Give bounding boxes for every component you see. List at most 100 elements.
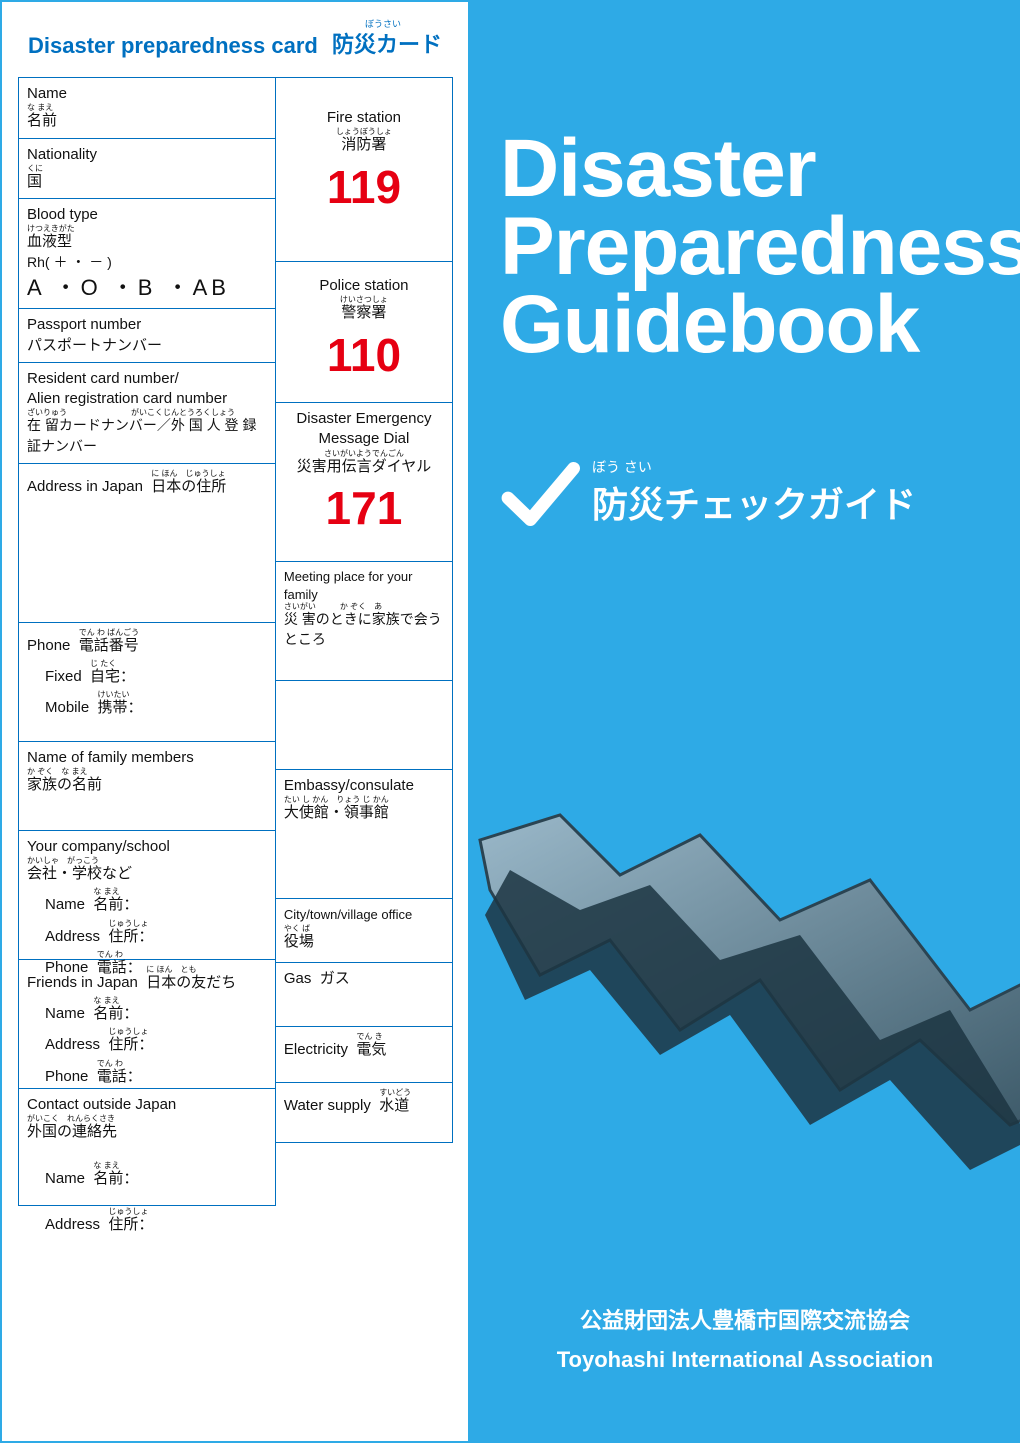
card-panel: Disaster preparedness card ぼうさい 防災カード Na… [0,0,470,1443]
fld-name-en: Name [45,896,85,913]
fld-jp: 電話： [97,1068,142,1085]
fld-ruby: でん わ [97,1060,142,1068]
label-en1: Disaster Emergency [284,409,444,429]
field-resident-card[interactable]: Resident card number/ Alien registration… [18,362,276,464]
fld-name-en: Name [45,1005,85,1022]
label-en: Your company/school [27,838,170,855]
label-en2: Message Dial [284,429,444,449]
card-title-en: Disaster preparedness card [28,33,318,58]
field-contact-outside[interactable]: Contact outside Japan がいこく れんらくさき 外国の連絡先… [18,1088,276,1206]
label-en: Meeting place for your family [284,568,444,603]
check-ruby: ぼう さい [592,460,916,474]
fld-name-en: Name [45,1170,85,1187]
rh-options: Rh( ＋ ・ － ) [27,253,112,272]
spacer-cell [275,680,453,770]
card-title-ruby: ぼうさい [324,20,442,29]
fld-ruby: でん わ [97,951,142,959]
label-en: Name of family members [27,749,194,766]
label-jp: 日本の住所 [151,478,226,495]
card-left-column: Name な まえ 名前 Nationality くに 国 Blood type… [18,77,275,1205]
check-jp: 防災チェックガイド [592,484,916,525]
mobile-jp: 携帯： [98,699,143,716]
field-water[interactable]: Water supply すいどう 水道 [275,1082,453,1143]
mobile-en: Mobile [45,699,89,716]
cover-title: Disaster Preparedness Guidebook [500,130,990,364]
label-en: Friends in Japan [27,974,138,991]
label-jp: 災害用伝言ダイヤル [284,457,444,477]
check-text: ぼう さい 防災チェックガイド [592,460,916,528]
emergency-fire: Fire station しょうぼうしょ 消防署 119 [275,77,453,262]
fire-number: 119 [284,164,444,210]
fld-jp: 住所： [108,928,153,945]
label-jp: 警察署 [284,303,444,323]
fld-jp: 住所： [108,1216,153,1233]
fld-ruby: じゅうしょ [108,920,153,928]
police-number: 110 [284,332,444,378]
field-friends-japan[interactable]: Friends in Japan に ほん とも 日本の友だち Name な ま… [18,959,276,1089]
checkmark-icon [500,454,580,534]
fld-phone-en: Phone [45,1068,88,1085]
emergency-message-dial: Disaster Emergency Message Dial さいがいようでん… [275,402,453,562]
cover-title-l1: Disaster [500,130,990,208]
label-ruby: でん わ ばんごう [79,629,139,637]
field-address-japan[interactable]: Address in Japan に ほん じゅうしょ 日本の住所 [18,463,276,623]
org-block: 公益財団法人豊橋市国際交流協会 Toyohashi International … [500,1303,990,1403]
label-en: Embassy/consulate [284,776,444,796]
field-passport[interactable]: Passport number パスポートナンバー [18,308,276,363]
card-right-column: Fire station しょうぼうしょ 消防署 119 Police stat… [275,77,452,1205]
label-ruby: でん き [356,1033,386,1041]
label-ruby: に ほん じゅうしょ [151,470,226,478]
label-en: Nationality [27,145,267,165]
org-jp: 公益財団法人豊橋市国際交流協会 [500,1303,990,1335]
fld-jp: 住所： [108,1036,153,1053]
field-name[interactable]: Name な まえ 名前 [18,77,276,139]
emergency-police: Police station けいさつしょ 警察署 110 [275,261,453,403]
label-jp: 水道 [379,1097,409,1114]
fld-ruby: な まえ [93,997,138,1005]
label-en: Fire station [284,108,444,128]
field-embassy[interactable]: Embassy/consulate たい し かん りょう じ かん 大使館・領… [275,769,453,899]
field-gas[interactable]: Gas ガス [275,962,453,1027]
label-en: Blood type [27,205,117,225]
label-ruby: に ほん とも [146,966,236,974]
label-en: Gas [284,970,312,987]
field-meeting-place[interactable]: Meeting place for your family さいがい か ぞく … [275,561,453,681]
label-jp: 日本の友だち [146,974,236,991]
label-jp: 消防署 [284,135,444,155]
card-body: Name な まえ 名前 Nationality くに 国 Blood type… [18,77,452,1205]
label-en: City/town/village office [284,907,412,922]
fld-jp: 名前： [93,896,138,913]
msg-number: 171 [284,485,444,531]
field-family-members[interactable]: Name of family members か ぞく な まえ 家族の名前 [18,741,276,831]
fld-jp: 名前： [93,1170,138,1187]
label-en: Phone [27,637,70,654]
label-jp: 大使館・領事館 [284,804,389,821]
fixed-jp: 自宅： [90,668,135,685]
label-en2: Alien registration card number [27,389,267,409]
label-ruby: がいこく れんらくさき [27,1115,117,1123]
label-jp: 外国の連絡先 [27,1123,117,1140]
label-jp: ガス [320,970,350,987]
org-en: Toyohashi International Association [500,1347,990,1373]
field-phone[interactable]: Phone でん わ ばんごう 電話番号 Fixed じ たく 自宅： Mobi… [18,622,276,742]
field-nationality[interactable]: Nationality くに 国 [18,138,276,200]
field-company-school[interactable]: Your company/school かいしゃ がっこう 会社・学校など Na… [18,830,276,960]
label-en: Contact outside Japan [27,1096,176,1113]
label-jp: 電話番号 [79,637,139,654]
fld-jp: 名前： [93,1005,138,1022]
fixed-en: Fixed [45,668,82,685]
card-title: Disaster preparedness card ぼうさい 防災カード [18,20,452,59]
crack-icon [470,780,1020,1280]
label-jp: 電気 [356,1041,386,1058]
label-ruby: くに [27,165,267,173]
fixed-ruby: じ たく [90,660,135,668]
field-electricity[interactable]: Electricity でん き 電気 [275,1026,453,1083]
fld-addr-en: Address [45,1036,100,1053]
field-bloodtype[interactable]: Blood type けつえきがた 血液型 Rh( ＋ ・ － ) A ・O ・… [18,198,276,309]
label-jp: パスポートナンバー [27,337,162,354]
fld-addr-en: Address [45,1216,100,1233]
label-en: Resident card number/ [27,369,267,389]
label-jp: 在 留カードナンバー／外 国 人 登 録 証ナンバー [27,417,256,453]
field-city-office[interactable]: City/town/village office やく ば 役場 [275,898,453,963]
label-jp: 会社・学校など [27,865,132,882]
